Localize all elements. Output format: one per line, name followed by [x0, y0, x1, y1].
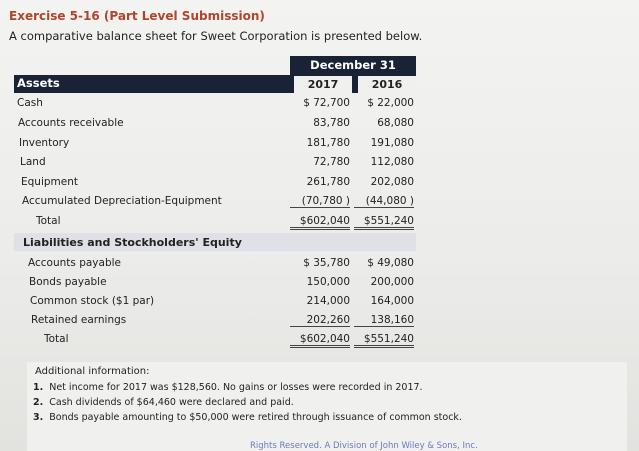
year-2017-header: 2017 — [294, 76, 352, 93]
table-row: Total $602,040 $551,240 — [14, 212, 416, 231]
value-2017: (70,780 ) — [290, 195, 350, 208]
value-2016: $ 49,080 — [367, 257, 414, 269]
value-2017: $ 72,700 — [303, 97, 350, 109]
value-2016: 200,000 — [370, 276, 414, 288]
row-label: Accounts payable — [28, 257, 121, 269]
row-label: Common stock ($1 par) — [30, 295, 155, 307]
row-label: Cash — [17, 97, 43, 109]
table-row: Accounts receivable 83,780 68,080 — [14, 114, 416, 133]
liabilities-header-band: Liabilities and Stockholders' Equity — [14, 233, 416, 251]
copyright-link[interactable]: Rights Reserved. A Division of John Wile… — [250, 441, 478, 451]
value-2017: 83,780 — [313, 117, 350, 129]
row-label: Inventory — [19, 137, 70, 149]
value-2016: $551,240 — [354, 333, 414, 348]
table-row: Retained earnings 202,260 138,160 — [14, 311, 416, 330]
value-2017: $602,040 — [290, 215, 350, 230]
row-label: Accounts receivable — [18, 117, 124, 129]
table-row: Inventory 181,780 191,080 — [14, 134, 416, 153]
value-2016: 68,080 — [377, 117, 414, 129]
value-2017: 181,780 — [306, 137, 350, 149]
table-row: Equipment 261,780 202,080 — [14, 173, 416, 192]
value-2017: 202,260 — [290, 314, 350, 327]
date-header: December 31 — [290, 56, 416, 75]
row-label: Total — [44, 333, 69, 345]
list-item: 2. Cash dividends of $64,460 were declare… — [33, 397, 462, 412]
value-2016: $551,240 — [354, 215, 414, 230]
table-row: Common stock ($1 par) 214,000 164,000 — [14, 292, 416, 311]
item-text: Cash dividends of $64,460 were declared … — [49, 397, 294, 408]
row-label: Equipment — [21, 176, 78, 188]
year-2016-header: 2016 — [358, 76, 416, 93]
table-row: Cash $ 72,700 $ 22,000 — [14, 94, 416, 113]
value-2016: 138,160 — [354, 314, 414, 327]
info-title: Additional information: — [35, 366, 150, 377]
value-2016: $ 22,000 — [367, 97, 414, 109]
assets-label: Assets — [17, 76, 60, 90]
value-2017: 150,000 — [306, 276, 350, 288]
value-2016: 112,080 — [370, 156, 414, 168]
table-row: Total $602,040 $551,240 — [14, 330, 416, 349]
value-2016: (44,080 ) — [354, 195, 414, 208]
table-row: Accounts payable $ 35,780 $ 49,080 — [14, 254, 416, 273]
additional-information: Additional information: 1. Net income for… — [27, 362, 627, 451]
value-2017: $602,040 — [290, 333, 350, 348]
row-label: Bonds payable — [29, 276, 107, 288]
value-2017: 72,780 — [313, 156, 350, 168]
value-2016: 191,080 — [370, 137, 414, 149]
list-item: 1. Net income for 2017 was $128,560. No g… — [33, 382, 462, 397]
table-row: Accumulated Depreciation-Equipment (70,7… — [14, 192, 416, 211]
exercise-description: A comparative balance sheet for Sweet Co… — [9, 29, 423, 43]
list-item: 3. Bonds payable amounting to $50,000 wer… — [33, 412, 462, 427]
row-label: Accumulated Depreciation-Equipment — [22, 195, 222, 207]
value-2016: 164,000 — [370, 295, 414, 307]
value-2017: 261,780 — [306, 176, 350, 188]
row-label: Total — [36, 215, 61, 227]
row-label: Land — [20, 156, 46, 168]
item-number: 1. — [33, 382, 44, 393]
assets-header-band: Assets — [14, 75, 416, 93]
item-number: 2. — [33, 397, 44, 408]
exercise-title: Exercise 5-16 (Part Level Submission) — [9, 9, 265, 23]
value-2016: 202,080 — [370, 176, 414, 188]
info-list: 1. Net income for 2017 was $128,560. No g… — [33, 382, 462, 427]
value-2017: $ 35,780 — [303, 257, 350, 269]
item-text: Bonds payable amounting to $50,000 were … — [49, 412, 462, 423]
liabilities-label: Liabilities and Stockholders' Equity — [23, 236, 242, 249]
row-label: Retained earnings — [31, 314, 127, 326]
item-number: 3. — [33, 412, 44, 423]
table-row: Bonds payable 150,000 200,000 — [14, 273, 416, 292]
item-text: Net income for 2017 was $128,560. No gai… — [49, 382, 423, 393]
table-row: Land 72,780 112,080 — [14, 153, 416, 172]
value-2017: 214,000 — [306, 295, 350, 307]
